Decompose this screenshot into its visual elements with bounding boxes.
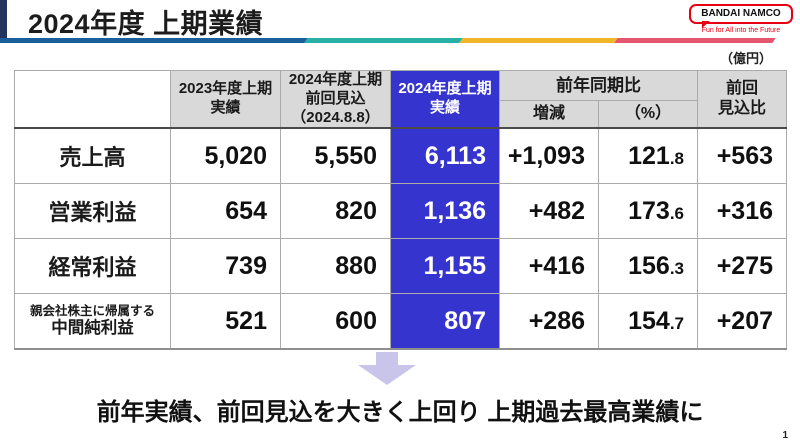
cell-operating-yoy-change: +482 xyxy=(499,183,599,240)
table-row-operating-profit: 営業利益 654 820 1,136 +482 173.6 +316 xyxy=(14,183,787,240)
table-row-sales: 売上高 5,020 5,550 6,113 +1,093 121.8 +563 xyxy=(14,127,787,185)
cell-operating-yoy-percent: 173.6 xyxy=(598,183,698,240)
stripe-segment-yellow xyxy=(459,38,618,43)
unit-label: （億円） xyxy=(719,51,772,66)
cell-operating-vs-forecast: +316 xyxy=(697,183,787,240)
row-label-net-profit: 親会社株主に帰属する 中間純利益 xyxy=(14,293,171,351)
percent-int: 173 xyxy=(628,196,670,225)
cell-operating-fy2023: 654 xyxy=(170,183,281,240)
col-header-fy2023: 2023年度上期 実績 xyxy=(170,70,281,130)
cell-operating-actual: 1,136 xyxy=(390,183,500,240)
down-arrow-icon xyxy=(358,352,416,385)
title-accent-bar xyxy=(0,0,7,38)
cell-net-yoy-change: +286 xyxy=(499,293,599,351)
logo-tagline: Fun for All into the Future xyxy=(701,27,781,34)
cell-ordinary-actual: 1,155 xyxy=(390,238,500,295)
col-header-yoy-change: 増減 xyxy=(499,100,599,130)
results-table: 2023年度上期 実績 2024年度上期 前回見込 （2024.8.8） 202… xyxy=(14,69,787,351)
row-label-ordinary-profit: 経常利益 xyxy=(14,238,171,295)
row-label-operating-profit: 営業利益 xyxy=(14,183,171,240)
percent-int: 156 xyxy=(628,251,670,280)
cell-ordinary-vs-forecast: +275 xyxy=(697,238,787,295)
cell-ordinary-yoy-percent: 156.3 xyxy=(598,238,698,295)
results-table-wrap: 2023年度上期 実績 2024年度上期 前回見込 （2024.8.8） 202… xyxy=(14,69,787,351)
stripe-segment-navy xyxy=(0,38,308,43)
table-row-net-profit: 親会社株主に帰属する 中間純利益 521 600 807 +286 154.7 … xyxy=(14,293,787,351)
stripe-segment-pink xyxy=(614,38,776,43)
cell-sales-actual: 6,113 xyxy=(390,127,500,185)
cell-sales-previous-forecast: 5,550 xyxy=(280,127,391,185)
cell-sales-vs-forecast: +563 xyxy=(697,127,787,185)
cell-sales-fy2023: 5,020 xyxy=(170,127,281,185)
accent-stripe xyxy=(0,38,780,43)
page-title: 2024年度 上期業績 xyxy=(28,9,264,39)
bandai-namco-logo: BANDAI NAMCO Fun for All into the Future xyxy=(689,4,793,34)
percent-frac: .3 xyxy=(669,258,684,278)
page-number: 1 xyxy=(782,430,788,441)
logo-speech-bubble: BANDAI NAMCO xyxy=(689,4,793,28)
cell-sales-yoy-percent: 121.8 xyxy=(598,127,698,185)
col-header-yoy-group: 前年同期比 xyxy=(499,69,698,102)
conclusion-text: 前年実績、前回見込を大きく上回り 上期過去最高業績に xyxy=(96,399,704,426)
logo-brand-text: BANDAI NAMCO xyxy=(701,8,781,19)
percent-int: 121 xyxy=(628,141,670,170)
cell-ordinary-fy2023: 739 xyxy=(170,238,281,295)
logo-bubble-tail-icon xyxy=(702,21,710,28)
cell-net-previous-forecast: 600 xyxy=(280,293,391,351)
cell-net-vs-forecast: +207 xyxy=(697,293,787,351)
col-header-fy2024-actual: 2024年度上期 実績 xyxy=(390,70,500,130)
corner-cell xyxy=(14,70,171,130)
percent-frac: .7 xyxy=(669,313,684,333)
cell-net-actual: 807 xyxy=(390,293,500,351)
cell-ordinary-yoy-change: +416 xyxy=(499,238,599,295)
cell-sales-yoy-change: +1,093 xyxy=(499,127,599,185)
stripe-segment-teal xyxy=(304,38,463,43)
row-label-sales: 売上高 xyxy=(14,127,171,185)
col-header-vs-forecast: 前回 見込比 xyxy=(697,70,787,130)
row-label-net-profit-line1: 親会社株主に帰属する xyxy=(29,303,155,318)
cell-net-yoy-percent: 154.7 xyxy=(598,293,698,351)
cell-operating-previous-forecast: 820 xyxy=(280,183,391,240)
percent-frac: .6 xyxy=(669,203,684,223)
col-header-previous-forecast: 2024年度上期 前回見込 （2024.8.8） xyxy=(280,70,391,130)
cell-ordinary-previous-forecast: 880 xyxy=(280,238,391,295)
table-row-ordinary-profit: 経常利益 739 880 1,155 +416 156.3 +275 xyxy=(14,238,787,295)
col-header-yoy-percent: （%） xyxy=(598,100,698,130)
row-label-net-profit-line2: 中間純利益 xyxy=(51,318,134,337)
cell-net-fy2023: 521 xyxy=(170,293,281,351)
percent-frac: .8 xyxy=(669,148,684,168)
percent-int: 154 xyxy=(628,306,670,335)
